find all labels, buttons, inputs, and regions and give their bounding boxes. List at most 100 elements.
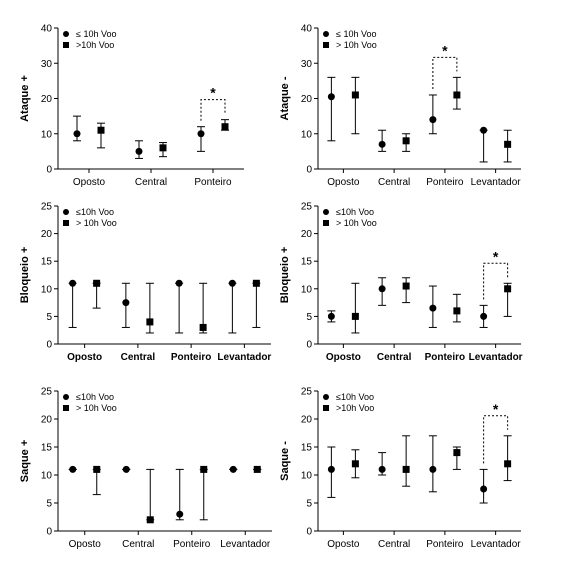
x-tick-label: Levantador: [471, 177, 522, 188]
y-tick-label: 25: [301, 387, 313, 398]
data-point-square: [504, 285, 512, 293]
legend: ≤10h Voo> 10h Voo: [63, 207, 117, 228]
legend-label: > 10h Voo: [336, 40, 377, 50]
y-tick-label: 5: [306, 499, 312, 510]
chart-panel-4: 0 5 10 15 20 25 Bloqueio + Oposto Central Ponteir…: [279, 202, 523, 364]
data-point-circle: [378, 140, 386, 148]
data-point-square: [200, 465, 208, 473]
x-tick-label: Levantador: [220, 539, 271, 550]
data-point-square: [93, 465, 101, 473]
x-tick-label: Oposto: [73, 177, 106, 188]
significance-bracket: [483, 415, 509, 464]
y-tick-label: 20: [301, 94, 313, 105]
y-tick-label: 0: [306, 340, 312, 351]
data-point-circle: [197, 130, 205, 138]
legend-symbol-circle: [323, 394, 329, 400]
legend-label: ≤10h Voo: [76, 392, 114, 402]
legend-label: ≤10h Voo: [336, 392, 374, 402]
data-point-square: [159, 144, 167, 152]
x-tick-label: Oposto: [67, 352, 102, 363]
data-point-square: [146, 318, 154, 326]
y-tick-label: 30: [301, 59, 313, 70]
y-axis-label: Saque +: [19, 440, 31, 483]
x-tick-label: Central: [135, 177, 167, 188]
x-tick-label: Ponteiro: [425, 352, 466, 363]
legend-label: > 10h Voo: [76, 403, 117, 413]
significance-bracket: [432, 56, 458, 89]
data-point-square: [402, 465, 410, 473]
y-tick-label: 10: [41, 129, 53, 140]
data-point-square: [351, 460, 359, 468]
data-point-circle: [327, 312, 335, 320]
y-axis-label: Saque -: [279, 441, 291, 481]
y-tick-label: 10: [301, 284, 313, 295]
y-tick-label: 40: [41, 24, 53, 35]
data-point-square: [453, 449, 461, 457]
y-tick-label: 5: [46, 499, 52, 510]
data-point-circle: [327, 93, 335, 101]
significance-star: *: [493, 401, 499, 417]
x-tick-label: Levantador: [469, 352, 523, 363]
chart-panel-5: 0 5 10 15 20 25 Saque + Oposto Central Ponteiro Le…: [19, 387, 272, 550]
data-point-circle: [480, 312, 488, 320]
legend-symbol-circle: [63, 394, 69, 400]
data-point-square: [351, 312, 359, 320]
data-point-circle: [228, 279, 236, 287]
legend-symbol-square: [323, 220, 329, 226]
data-point-circle: [480, 126, 488, 134]
data-point-square: [97, 126, 105, 134]
legend: ≤ 10h Voo>10h Voo: [63, 29, 116, 50]
x-tick-label: Ponteiro: [426, 177, 464, 188]
legend-label: ≤10h Voo: [76, 207, 114, 217]
legend-label: > 10h Voo: [76, 218, 117, 228]
data-point-circle: [175, 279, 183, 287]
data-point-circle: [480, 485, 488, 493]
x-tick-label: Oposto: [327, 177, 360, 188]
data-point-circle: [429, 304, 437, 312]
legend-label: >10h Voo: [336, 403, 374, 413]
chart-panel-6: 0 5 10 15 20 25 Saque - Oposto Central Ponteiro Le…: [279, 387, 521, 551]
legend: ≤10h Voo> 10h Voo: [323, 207, 377, 228]
x-tick-label: Ponteiro: [171, 352, 212, 363]
legend-symbol-square: [63, 405, 69, 411]
significance-star: *: [210, 85, 216, 101]
y-tick-label: 15: [301, 257, 313, 268]
data-point-square: [504, 140, 512, 148]
data-point-circle: [229, 465, 237, 473]
x-tick-label: Ponteiro: [194, 177, 232, 188]
y-tick-label: 10: [301, 471, 313, 482]
data-point-circle: [327, 465, 335, 473]
legend: ≤ 10h Voo> 10h Voo: [323, 29, 377, 50]
legend-label: > 10h Voo: [336, 218, 377, 228]
y-tick-label: 25: [301, 202, 313, 213]
legend: ≤10h Voo>10h Voo: [323, 392, 374, 413]
legend-symbol-circle: [323, 209, 329, 215]
data-point-circle: [69, 465, 77, 473]
legend-symbol-square: [63, 42, 69, 48]
data-point-square: [146, 516, 154, 524]
data-point-circle: [429, 116, 437, 124]
data-point-circle: [69, 279, 77, 287]
legend-symbol-square: [323, 405, 329, 411]
y-tick-label: 0: [306, 527, 312, 538]
y-axis-label: Ataque -: [279, 76, 291, 120]
y-tick-label: 25: [41, 387, 53, 398]
chart-panel-1: 0 10 20 30 40 Ataque + Oposto Central Ponteiro * ≤…: [19, 24, 244, 188]
data-point-circle: [135, 147, 143, 155]
y-tick-label: 20: [41, 229, 53, 240]
legend-symbol-circle: [63, 31, 69, 37]
x-tick-label: Oposto: [327, 539, 360, 550]
x-tick-label: Central: [122, 539, 154, 550]
legend-label: ≤ 10h Voo: [336, 29, 376, 39]
y-tick-label: 10: [41, 284, 53, 295]
y-axis-label: Ataque +: [19, 75, 31, 122]
y-tick-label: 20: [41, 94, 53, 105]
y-tick-label: 20: [301, 229, 313, 240]
data-point-circle: [176, 510, 184, 518]
x-tick-label: Oposto: [69, 539, 102, 550]
data-point-square: [453, 91, 461, 99]
data-point-circle: [378, 285, 386, 293]
x-tick-label: Ponteiro: [426, 539, 464, 550]
x-tick-label: Ponteiro: [173, 539, 211, 550]
